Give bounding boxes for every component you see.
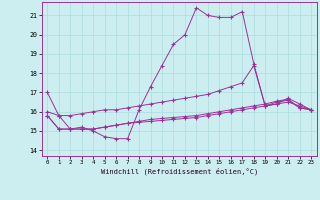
X-axis label: Windchill (Refroidissement éolien,°C): Windchill (Refroidissement éolien,°C) xyxy=(100,168,258,175)
